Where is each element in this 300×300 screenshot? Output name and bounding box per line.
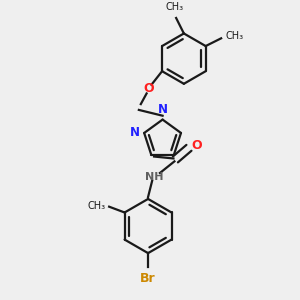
Text: CH₃: CH₃ (225, 32, 243, 41)
Text: CH₃: CH₃ (87, 201, 105, 211)
Text: N: N (158, 103, 168, 116)
Text: O: O (192, 140, 203, 152)
Text: O: O (143, 82, 154, 95)
Text: NH: NH (145, 172, 164, 182)
Text: N: N (130, 127, 140, 140)
Text: CH₃: CH₃ (165, 2, 183, 12)
Text: Br: Br (140, 272, 156, 286)
